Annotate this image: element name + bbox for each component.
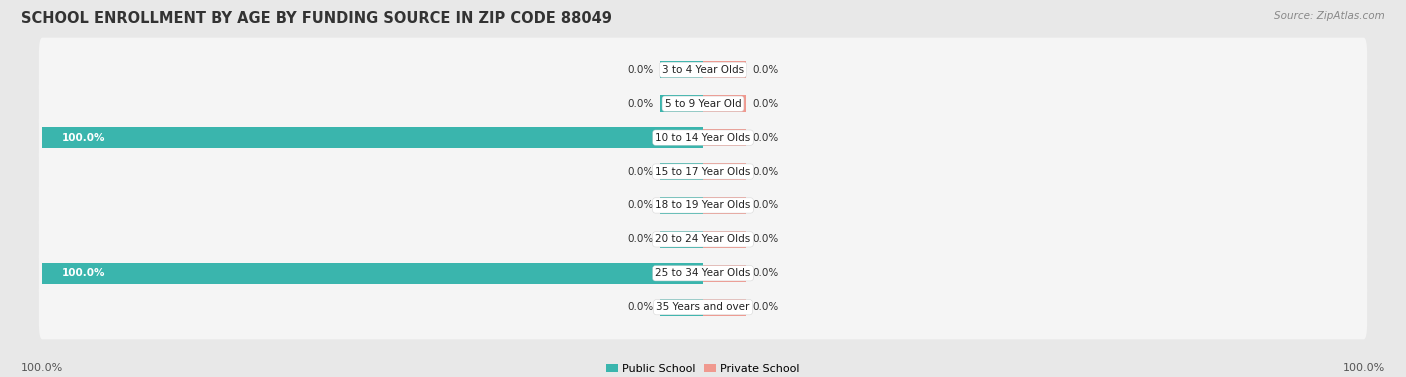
Text: 0.0%: 0.0%: [752, 99, 779, 109]
Text: 0.0%: 0.0%: [752, 133, 779, 143]
Bar: [659, 163, 703, 180]
Bar: [703, 95, 747, 112]
Text: 35 Years and over: 35 Years and over: [657, 302, 749, 312]
FancyBboxPatch shape: [39, 106, 1367, 170]
Text: 18 to 19 Year Olds: 18 to 19 Year Olds: [655, 201, 751, 210]
Text: 25 to 34 Year Olds: 25 to 34 Year Olds: [655, 268, 751, 278]
Bar: [659, 61, 703, 78]
Text: 5 to 9 Year Old: 5 to 9 Year Old: [665, 99, 741, 109]
Bar: [659, 231, 703, 248]
Text: 100.0%: 100.0%: [62, 133, 105, 143]
Text: 0.0%: 0.0%: [752, 268, 779, 278]
Bar: [703, 265, 747, 282]
Bar: [703, 231, 747, 248]
FancyBboxPatch shape: [39, 38, 1367, 102]
FancyBboxPatch shape: [39, 72, 1367, 136]
FancyBboxPatch shape: [39, 173, 1367, 238]
Bar: [659, 197, 703, 214]
Text: 0.0%: 0.0%: [627, 201, 654, 210]
Bar: [703, 61, 747, 78]
Bar: [703, 129, 747, 146]
Text: 0.0%: 0.0%: [752, 65, 779, 75]
FancyBboxPatch shape: [39, 139, 1367, 204]
Text: 0.0%: 0.0%: [627, 234, 654, 244]
Bar: [42, 127, 703, 148]
FancyBboxPatch shape: [39, 275, 1367, 339]
Text: 3 to 4 Year Olds: 3 to 4 Year Olds: [662, 65, 744, 75]
Text: 10 to 14 Year Olds: 10 to 14 Year Olds: [655, 133, 751, 143]
Text: 0.0%: 0.0%: [752, 302, 779, 312]
Bar: [703, 299, 747, 316]
Text: 100.0%: 100.0%: [21, 363, 63, 373]
Bar: [703, 163, 747, 180]
Text: 100.0%: 100.0%: [1343, 363, 1385, 373]
Text: 0.0%: 0.0%: [627, 302, 654, 312]
Bar: [42, 263, 703, 284]
Text: 100.0%: 100.0%: [62, 268, 105, 278]
Bar: [659, 95, 703, 112]
FancyBboxPatch shape: [39, 207, 1367, 271]
Text: 0.0%: 0.0%: [752, 167, 779, 176]
Text: 0.0%: 0.0%: [627, 167, 654, 176]
Text: 20 to 24 Year Olds: 20 to 24 Year Olds: [655, 234, 751, 244]
Text: SCHOOL ENROLLMENT BY AGE BY FUNDING SOURCE IN ZIP CODE 88049: SCHOOL ENROLLMENT BY AGE BY FUNDING SOUR…: [21, 11, 612, 26]
FancyBboxPatch shape: [39, 241, 1367, 305]
Text: 15 to 17 Year Olds: 15 to 17 Year Olds: [655, 167, 751, 176]
Text: 0.0%: 0.0%: [752, 201, 779, 210]
Text: 0.0%: 0.0%: [627, 65, 654, 75]
Bar: [659, 299, 703, 316]
Text: Source: ZipAtlas.com: Source: ZipAtlas.com: [1274, 11, 1385, 21]
Legend: Public School, Private School: Public School, Private School: [602, 359, 804, 377]
Text: 0.0%: 0.0%: [627, 99, 654, 109]
Bar: [703, 197, 747, 214]
Text: 0.0%: 0.0%: [752, 234, 779, 244]
